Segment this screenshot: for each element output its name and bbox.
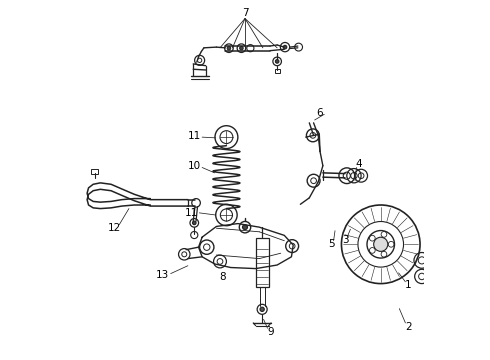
Text: 11: 11 bbox=[188, 131, 201, 141]
Text: 7: 7 bbox=[242, 8, 248, 18]
Circle shape bbox=[275, 60, 279, 63]
Circle shape bbox=[193, 221, 196, 225]
Text: 5: 5 bbox=[328, 239, 335, 249]
Text: 3: 3 bbox=[342, 235, 348, 245]
Bar bbox=[275, 69, 280, 73]
Text: 6: 6 bbox=[316, 108, 323, 118]
Text: 1: 1 bbox=[405, 280, 412, 291]
Circle shape bbox=[260, 307, 264, 311]
Circle shape bbox=[243, 225, 247, 230]
Circle shape bbox=[227, 46, 231, 50]
Circle shape bbox=[283, 45, 287, 49]
Text: 13: 13 bbox=[156, 270, 169, 280]
Text: 12: 12 bbox=[108, 223, 121, 233]
Text: 4: 4 bbox=[355, 159, 362, 169]
Text: 8: 8 bbox=[220, 272, 226, 282]
Text: 10: 10 bbox=[188, 161, 201, 171]
Text: 2: 2 bbox=[405, 322, 412, 332]
Bar bbox=[256, 238, 269, 287]
Circle shape bbox=[374, 237, 388, 251]
Circle shape bbox=[240, 46, 243, 50]
Bar bbox=[92, 169, 98, 174]
Text: 9: 9 bbox=[268, 327, 274, 337]
Text: 11: 11 bbox=[185, 208, 198, 218]
